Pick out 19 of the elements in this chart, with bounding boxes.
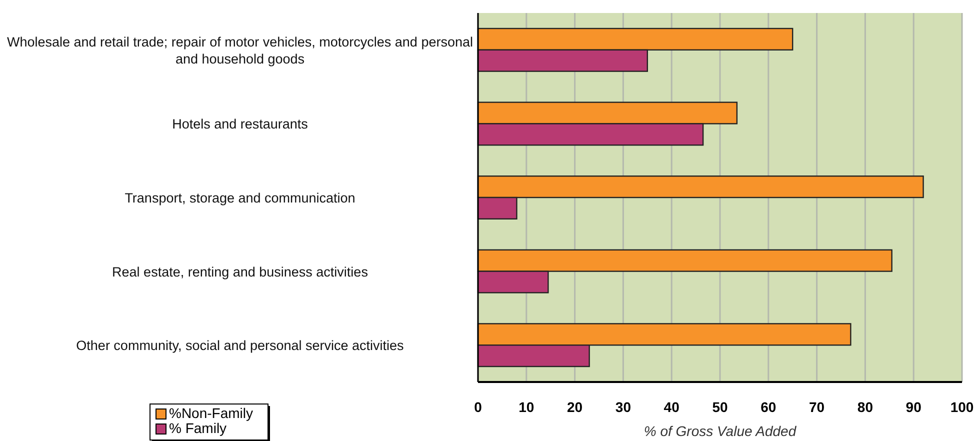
legend-label: %Non-Family — [169, 405, 254, 421]
x-tick-label: 50 — [712, 399, 728, 415]
x-tick-label: 80 — [857, 399, 874, 415]
x-tick-label: 100 — [950, 399, 974, 415]
x-tick-label: 90 — [906, 399, 922, 415]
x-tick-label: 60 — [760, 399, 776, 415]
x-tick-label: 10 — [518, 399, 534, 415]
y-tick-label: Real estate, renting and business activities — [112, 264, 368, 280]
y-tick-label: Wholesale and retail trade; repair of motor vehicles, motorcycles and personal and household goods — [7, 34, 473, 66]
y-tick-label: Other community, social and personal service activities — [76, 338, 404, 354]
x-tick-label: 0 — [474, 399, 482, 415]
x-tick-label: 70 — [809, 399, 825, 415]
y-tick-label: Hotels and restaurants — [172, 116, 308, 132]
x-tick-label: 40 — [664, 399, 680, 415]
x-tick-label: 20 — [567, 399, 583, 415]
x-tick-label: 30 — [615, 399, 632, 415]
x-axis-title: % of Gross Value Added — [644, 423, 798, 439]
legend-label: % Family — [169, 420, 227, 436]
y-tick-label: Transport, storage and communication — [124, 190, 356, 206]
